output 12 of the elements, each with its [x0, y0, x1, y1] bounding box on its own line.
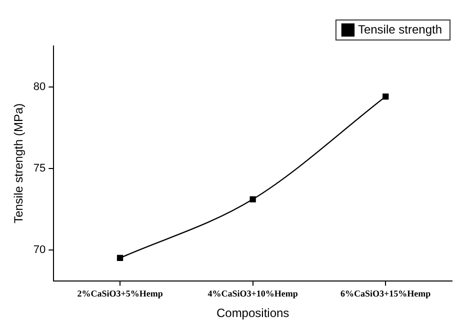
- y-tick-label: 75: [33, 162, 46, 174]
- x-tick-label: 2%CaSiO3+5%Hemp: [77, 288, 163, 299]
- legend-label: Tensile strength: [358, 22, 442, 36]
- point: [382, 93, 389, 100]
- x-tick-label: 6%CaSiO3+15%Hemp: [340, 288, 431, 299]
- y-axis-title: Tensile strength (MPa): [12, 103, 26, 224]
- point: [250, 196, 256, 202]
- x-axis-title: Compositions: [216, 306, 290, 320]
- y-tick-label: 80: [33, 80, 46, 93]
- y-tick-label: 70: [33, 244, 46, 256]
- point: [116, 254, 124, 262]
- x-tick-label: 4%CaSiO3+10%Hemp: [208, 288, 298, 299]
